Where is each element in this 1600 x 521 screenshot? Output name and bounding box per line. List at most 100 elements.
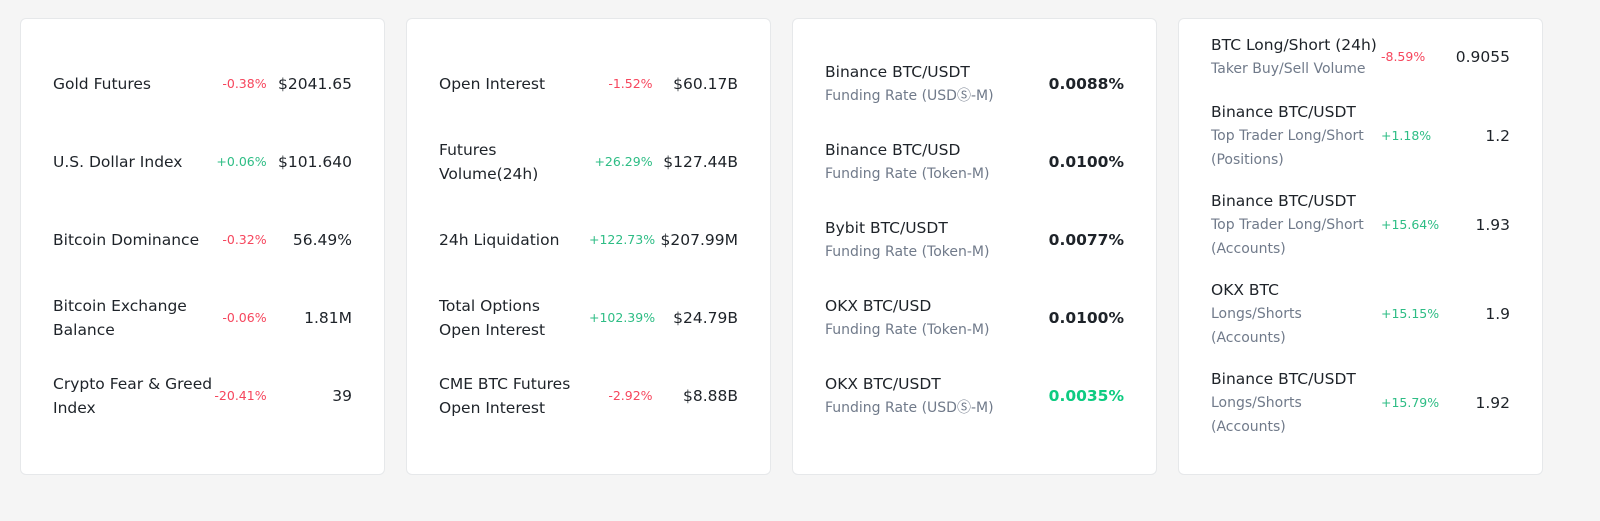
- list-item-funding-binance-usd[interactable]: Binance BTC/USD Funding Rate (Token-M) 0…: [825, 123, 1124, 201]
- item-subtitle-1: Top Trader Long/Short: [1211, 127, 1364, 144]
- list-item-gold-futures[interactable]: Gold Futures -0.38% $2041.65: [53, 45, 352, 123]
- item-name: Open Interest: [439, 75, 546, 93]
- item-value: $127.44B: [663, 153, 738, 171]
- list-item-liquidation[interactable]: 24h Liquidation +122.73% $207.99M: [439, 201, 738, 279]
- list-item-binance-long-short[interactable]: Binance BTC/USDT Longs/Shorts (Accounts)…: [1211, 358, 1510, 447]
- item-name: Bitcoin Dominance: [53, 231, 200, 249]
- item-value: $24.79B: [673, 309, 738, 327]
- item-name-line-2: Index: [53, 399, 96, 417]
- item-subtitle: Taker Buy/Sell Volume: [1211, 61, 1366, 77]
- item-subtitle-1: Longs/Shorts: [1211, 394, 1302, 411]
- funding-rate-value: 0.0100%: [1048, 309, 1124, 327]
- item-subtitle-2: (Accounts): [1211, 418, 1286, 435]
- item-name: BTC Long/Short (24h) Taker Buy/Sell Volu…: [1211, 33, 1381, 81]
- item-name: OKX BTC/USDT Funding Rate (USDⓈ-M): [825, 372, 1044, 420]
- item-name: Gold Futures: [53, 75, 152, 93]
- list-item-funding-binance-usdt[interactable]: Binance BTC/USDT Funding Rate (USDⓈ-M) 0…: [825, 45, 1124, 123]
- change-percent: +122.73%: [589, 232, 656, 247]
- item-subtitle-2: (Accounts): [1211, 329, 1286, 346]
- item-name-line-2: Balance: [53, 321, 115, 339]
- item-name-line-2: Open Interest: [439, 321, 546, 339]
- list-item-funding-okx-usd[interactable]: OKX BTC/USD Funding Rate (Token-M) 0.010…: [825, 279, 1124, 357]
- funding-rate-value: 0.0088%: [1048, 75, 1124, 93]
- item-title: Binance BTC/USDT: [1211, 102, 1356, 121]
- list-item-btc-long-short[interactable]: BTC Long/Short (24h) Taker Buy/Sell Volu…: [1211, 31, 1510, 83]
- list-item-futures-volume[interactable]: Futures Volume(24h) +26.29% $127.44B: [439, 123, 738, 201]
- item-value: $8.88B: [682, 387, 738, 405]
- item-title: OKX BTC/USDT: [825, 375, 941, 393]
- item-name: Binance BTC/USDT Top Trader Long/Short (…: [1211, 189, 1381, 261]
- funding-rates-card: Binance BTC/USDT Funding Rate (USDⓈ-M) 0…: [792, 18, 1157, 475]
- item-name: Binance BTC/USD Funding Rate (Token-M): [825, 138, 1044, 186]
- list-item-binance-top-accounts[interactable]: Binance BTC/USDT Top Trader Long/Short (…: [1211, 180, 1510, 269]
- item-title: OKX BTC/USD: [825, 297, 932, 315]
- change-percent: -0.06%: [222, 310, 267, 325]
- item-title: Binance BTC/USDT: [1211, 191, 1356, 210]
- list-item-funding-okx-usdt[interactable]: OKX BTC/USDT Funding Rate (USDⓈ-M) 0.003…: [825, 357, 1124, 435]
- item-name-line-2: Volume(24h): [439, 165, 539, 183]
- change-percent: +26.29%: [594, 154, 653, 169]
- item-name: OKX BTC Longs/Shorts (Accounts): [1211, 278, 1381, 350]
- item-subtitle-1: Top Trader Long/Short: [1211, 216, 1364, 233]
- change-percent: +0.06%: [216, 154, 267, 169]
- derivatives-card: Open Interest -1.52% $60.17B Futures Vol…: [406, 18, 771, 475]
- item-value: $60.17B: [673, 75, 738, 93]
- item-value: 1.92: [1475, 393, 1510, 412]
- item-name-line-1: Futures: [439, 141, 497, 159]
- list-item-open-interest[interactable]: Open Interest -1.52% $60.17B: [439, 45, 738, 123]
- list-item-bitcoin-dominance[interactable]: Bitcoin Dominance -0.32% 56.49%: [53, 201, 352, 279]
- list-item-options-oi[interactable]: Total Options Open Interest +102.39% $24…: [439, 279, 738, 357]
- item-name: Binance BTC/USDT Longs/Shorts (Accounts): [1211, 367, 1381, 439]
- item-value: 1.81M: [304, 309, 352, 327]
- item-name: Binance BTC/USDT Funding Rate (USDⓈ-M): [825, 60, 1044, 108]
- item-title: Bybit BTC/USDT: [825, 219, 948, 237]
- change-percent: +15.64%: [1381, 216, 1440, 232]
- item-title: OKX BTC: [1211, 280, 1279, 299]
- item-title: Binance BTC/USDT: [825, 63, 970, 81]
- change-percent: -0.32%: [222, 232, 267, 247]
- item-title: Binance BTC/USD: [825, 141, 961, 159]
- item-name: OKX BTC/USD Funding Rate (Token-M): [825, 294, 1044, 342]
- list-item-cme-oi[interactable]: CME BTC Futures Open Interest -2.92% $8.…: [439, 357, 738, 435]
- change-percent: +1.18%: [1381, 127, 1432, 143]
- item-name: 24h Liquidation: [439, 231, 560, 249]
- item-subtitle: Funding Rate (Token-M): [825, 244, 990, 260]
- item-name-line-1: Crypto Fear & Greed: [53, 375, 213, 393]
- item-name: Bybit BTC/USDT Funding Rate (Token-M): [825, 216, 1044, 264]
- item-value: 0.9055: [1455, 48, 1510, 66]
- list-item-binance-top-positions[interactable]: Binance BTC/USDT Top Trader Long/Short (…: [1211, 91, 1510, 180]
- item-name: U.S. Dollar Index: [53, 153, 183, 171]
- funding-rate-value: 0.0077%: [1048, 231, 1124, 249]
- list-item-funding-bybit-usdt[interactable]: Bybit BTC/USDT Funding Rate (Token-M) 0.…: [825, 201, 1124, 279]
- item-title: Binance BTC/USDT: [1211, 369, 1356, 388]
- change-percent: -20.41%: [214, 388, 267, 403]
- item-value: 56.49%: [292, 231, 352, 249]
- list-item-usd-index[interactable]: U.S. Dollar Index +0.06% $101.640: [53, 123, 352, 201]
- change-percent: +102.39%: [589, 310, 656, 325]
- list-item-okx-long-short[interactable]: OKX BTC Longs/Shorts (Accounts) +15.15% …: [1211, 269, 1510, 358]
- item-title: BTC Long/Short (24h): [1211, 36, 1377, 54]
- change-percent: -1.52%: [608, 76, 653, 91]
- funding-rate-value: 0.0035%: [1048, 387, 1124, 405]
- change-percent: -2.92%: [608, 388, 653, 403]
- list-item-exchange-balance[interactable]: Bitcoin Exchange Balance -0.06% 1.81M: [53, 279, 352, 357]
- change-percent: +15.79%: [1381, 394, 1440, 410]
- item-name-line-1: Total Options: [439, 297, 540, 315]
- item-name: CME BTC Futures Open Interest: [439, 372, 589, 420]
- item-name: Total Options Open Interest: [439, 294, 589, 342]
- item-name-line-1: CME BTC Futures: [439, 375, 571, 393]
- item-value: $2041.65: [278, 75, 352, 93]
- list-item-fear-greed[interactable]: Crypto Fear & Greed Index -20.41% 39: [53, 357, 352, 435]
- item-name: Crypto Fear & Greed Index: [53, 372, 213, 420]
- item-subtitle: Funding Rate (Token-M): [825, 166, 990, 182]
- item-value: 1.93: [1475, 215, 1510, 234]
- market-overview-row: Gold Futures -0.38% $2041.65 U.S. Dollar…: [20, 18, 1543, 475]
- change-percent: -8.59%: [1381, 49, 1426, 64]
- item-value: 1.9: [1485, 304, 1510, 323]
- item-value: $101.640: [278, 153, 352, 171]
- item-subtitle-2: (Accounts): [1211, 240, 1286, 257]
- item-subtitle: Funding Rate (USDⓈ-M): [825, 400, 994, 416]
- item-name: Binance BTC/USDT Top Trader Long/Short (…: [1211, 100, 1381, 172]
- item-value: 1.2: [1485, 126, 1510, 145]
- item-name: Futures Volume(24h): [439, 138, 589, 186]
